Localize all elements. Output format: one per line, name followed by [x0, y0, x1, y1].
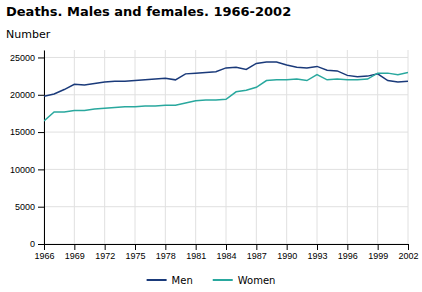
- y-axis: 0 5000 10000 15000 20000 25000: [10, 51, 45, 250]
- tick-label: 10000: [10, 165, 35, 175]
- tick: 1975: [125, 244, 145, 261]
- tick-mark: [105, 244, 106, 250]
- tick: 1996: [338, 244, 358, 261]
- tick-mark: [74, 244, 75, 250]
- tick-label: 1996: [338, 251, 358, 261]
- grid-line: [408, 50, 409, 244]
- tick-mark: [38, 95, 44, 96]
- tick-mark: [165, 244, 166, 250]
- legend-label: Men: [172, 275, 193, 286]
- tick-label: 1978: [156, 251, 176, 261]
- tick-label: 1999: [368, 251, 388, 261]
- series-line: [44, 72, 408, 121]
- axis-line: [44, 51, 45, 245]
- tick: 1987: [247, 244, 267, 261]
- tick-label: 1981: [186, 251, 206, 261]
- tick: 10000: [10, 165, 44, 175]
- grid-line: [44, 50, 45, 244]
- tick-label: 1975: [125, 251, 145, 261]
- tick-label: 20000: [10, 90, 35, 100]
- tick: 25000: [10, 53, 44, 63]
- grid-line: [256, 50, 257, 244]
- legend-item: Women: [213, 275, 276, 286]
- tick: 1990: [277, 244, 297, 261]
- tick-mark: [317, 244, 318, 250]
- tick: 1978: [156, 244, 176, 261]
- tick-mark: [44, 244, 45, 250]
- tick-mark: [226, 244, 227, 250]
- tick-mark: [38, 57, 44, 58]
- tick-label: 0: [30, 239, 35, 249]
- tick-mark: [408, 244, 409, 250]
- tick-label: 1966: [34, 251, 54, 261]
- grid-line: [226, 50, 227, 244]
- legend-swatch: [147, 279, 167, 281]
- plot-area: [44, 62, 408, 121]
- tick-label: 15000: [10, 127, 35, 137]
- tick: 2002: [398, 244, 418, 261]
- grid-line: [135, 50, 136, 244]
- tick-mark: [287, 244, 288, 250]
- axis-title: Number: [6, 28, 51, 41]
- tick: 1999: [368, 244, 388, 261]
- tick: 1981: [186, 244, 206, 261]
- tick: 5000: [15, 202, 44, 212]
- chart: Deaths. Males and females. 1966-2002 Numb…: [0, 0, 422, 292]
- grid: [44, 50, 408, 244]
- tick: 1969: [65, 244, 85, 261]
- tick-label: 25000: [10, 53, 35, 63]
- tick: 1966: [34, 244, 54, 261]
- tick-mark: [38, 207, 44, 208]
- grid-line: [74, 50, 75, 244]
- grid-line: [377, 50, 378, 244]
- grid-line: [317, 50, 318, 244]
- tick: 0: [30, 239, 44, 249]
- tick-label: 1972: [95, 251, 115, 261]
- tick: 1993: [307, 244, 327, 261]
- tick-mark: [347, 244, 348, 250]
- grid-line: [104, 50, 105, 244]
- tick-label: 5000: [15, 202, 35, 212]
- tick-mark: [38, 169, 44, 170]
- grid-line: [195, 50, 196, 244]
- tick-label: 2002: [398, 251, 418, 261]
- tick: 1972: [95, 244, 115, 261]
- tick-mark: [196, 244, 197, 250]
- tick-label: 1969: [65, 251, 85, 261]
- tick: 1984: [216, 244, 236, 261]
- legend-swatch: [213, 279, 233, 281]
- tick-label: 1990: [277, 251, 297, 261]
- tick-label: 1993: [307, 251, 327, 261]
- legend: Men Women: [147, 275, 276, 286]
- legend-item: Men: [147, 275, 193, 286]
- tick-mark: [256, 244, 257, 250]
- tick-mark: [38, 244, 44, 245]
- legend-label: Women: [238, 275, 276, 286]
- tick: 15000: [10, 127, 44, 137]
- x-axis: 1966 1969 1972 1975 1978 1981 1984 1987 1990 1993…: [34, 244, 418, 261]
- tick-label: 1984: [216, 251, 236, 261]
- tick-mark: [38, 132, 44, 133]
- title: Deaths. Males and females. 1966-2002: [6, 4, 291, 19]
- tick-mark: [135, 244, 136, 250]
- tick-label: 1987: [247, 251, 267, 261]
- tick-mark: [378, 244, 379, 250]
- tick: 20000: [10, 90, 44, 100]
